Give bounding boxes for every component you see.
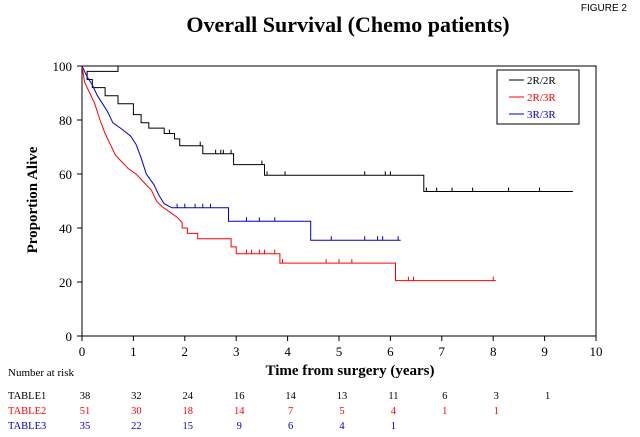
risk-count: 16: [234, 391, 245, 402]
y-tick-label: 0: [66, 329, 73, 344]
risk-row-table2: TABLE2 51 30 18 14 7 5 4 1 1: [8, 406, 499, 417]
risk-count: 3: [494, 391, 499, 402]
x-tick-label: 8: [490, 344, 497, 359]
x-tick-label: 9: [541, 344, 548, 359]
risk-count: 11: [388, 391, 398, 402]
risk-count: 32: [131, 391, 142, 402]
x-tick-label: 3: [233, 344, 240, 359]
risk-count: 14: [234, 406, 245, 417]
x-axis-ticks: 0 1 2 3 4 5 6 7 8 9 10: [79, 336, 603, 359]
x-tick-label: 2: [182, 344, 189, 359]
survival-curve-2r-2r: [82, 65, 573, 192]
y-tick-label: 100: [53, 59, 73, 74]
y-axis-ticks: 0 20 40 60 80 100: [53, 59, 82, 344]
risk-count: 9: [237, 421, 242, 432]
chart-title: Overall Survival (Chemo patients): [186, 12, 509, 37]
risk-row-label: TABLE2: [8, 406, 46, 417]
x-tick-label: 5: [336, 344, 343, 359]
legend-label: 3R/3R: [527, 109, 556, 121]
risk-count: 6: [442, 391, 447, 402]
risk-count: 7: [288, 406, 293, 417]
risk-count: 51: [80, 406, 91, 417]
risk-count: 22: [131, 421, 142, 432]
x-axis-label: Time from surgery (years): [266, 363, 435, 379]
figure-label: FIGURE 2: [581, 3, 628, 14]
x-tick-label: 7: [439, 344, 446, 359]
legend-label: 2R/3R: [527, 92, 556, 104]
risk-count: 30: [131, 406, 142, 417]
legend: 2R/2R 2R/3R 3R/3R: [496, 69, 580, 125]
risk-count: 4: [339, 421, 345, 432]
risk-count: 5: [339, 406, 344, 417]
risk-count: 15: [183, 421, 194, 432]
risk-row-label: TABLE1: [8, 391, 46, 402]
risk-row-label: TABLE3: [8, 421, 46, 432]
x-tick-label: 6: [387, 344, 394, 359]
risk-count: 1: [545, 391, 550, 402]
risk-count: 35: [80, 421, 91, 432]
y-tick-label: 40: [59, 221, 72, 236]
survival-curve-2r-3r: [81, 65, 496, 282]
x-tick-label: 1: [130, 344, 137, 359]
survival-curve-3r-3r: [81, 65, 401, 241]
risk-count: 18: [183, 406, 194, 417]
risk-count: 1: [494, 406, 499, 417]
risk-count: 6: [288, 421, 293, 432]
x-tick-label: 0: [79, 344, 86, 359]
y-tick-label: 80: [59, 113, 72, 128]
series-2r-3r: [81, 65, 496, 282]
series-3r-3r: [81, 65, 401, 241]
x-tick-label: 10: [590, 344, 603, 359]
risk-count: 1: [391, 421, 396, 432]
risk-row-table1: TABLE1 38 32 24 16 14 13 11 6 3 1: [8, 391, 550, 402]
risk-count: 14: [285, 391, 296, 402]
risk-count: 1: [442, 406, 447, 417]
risk-table-heading: Number at risk: [8, 367, 74, 379]
risk-count: 38: [80, 391, 91, 402]
legend-label: 2R/2R: [527, 75, 556, 87]
risk-count: 4: [391, 406, 397, 417]
y-tick-label: 20: [59, 275, 72, 290]
series-lines: [81, 65, 573, 282]
risk-table: Number at risk TABLE1 38 32 24 16 14 13 11 6 3 1TA…: [8, 367, 550, 432]
y-axis-label: Proportion Alive: [25, 146, 41, 253]
x-tick-label: 4: [284, 344, 291, 359]
series-2r-2r: [82, 65, 573, 192]
y-tick-label: 60: [59, 167, 72, 182]
risk-count: 13: [337, 391, 348, 402]
risk-count: 24: [183, 391, 194, 402]
risk-row-table3: TABLE3 35 22 15 9 6 4 1: [8, 421, 396, 432]
